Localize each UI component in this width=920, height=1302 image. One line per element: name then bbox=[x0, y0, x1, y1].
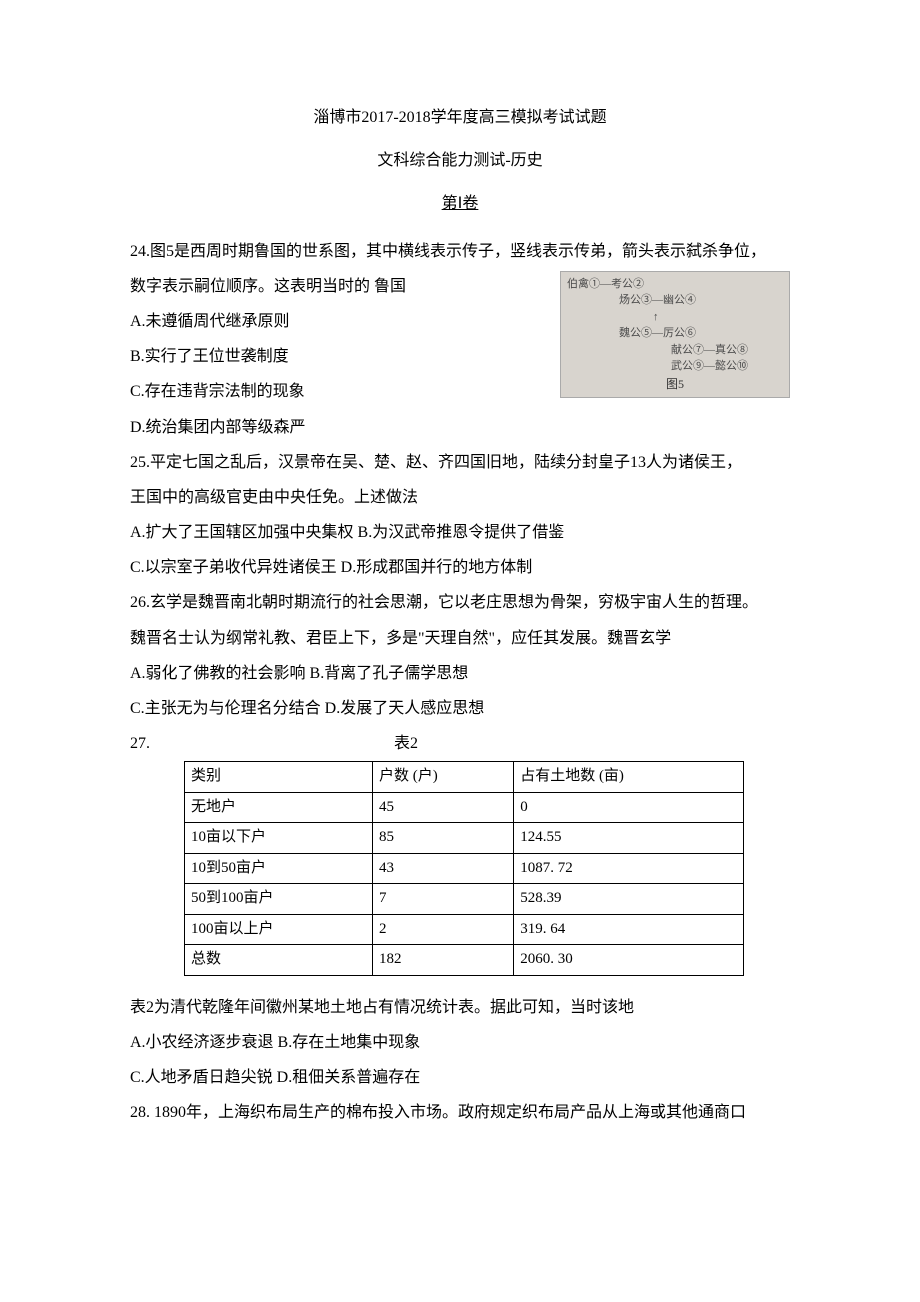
q25-stem-2: 王国中的高级官吏由中央任免。上述做法 bbox=[130, 480, 790, 515]
cell: 319. 64 bbox=[514, 914, 744, 945]
q24-stem-1: 24.图5是西周时期鲁国的世系图，其中横线表示传子，竖线表示传弟，箭头表示弑杀争… bbox=[130, 234, 790, 269]
fig5-row2: 炀公③—幽公④ bbox=[567, 292, 783, 309]
cell: 0 bbox=[514, 792, 744, 823]
cell: 182 bbox=[372, 945, 513, 976]
table-row: 10亩以下户 85 124.55 bbox=[185, 823, 744, 854]
q27-label-row: 27. 表2 bbox=[130, 726, 790, 761]
q26-stem-1: 26.玄学是魏晋南北朝时期流行的社会思潮，它以老庄思想为骨架，穷极宇宙人生的哲理… bbox=[130, 585, 790, 620]
fig5-row4: 献公⑦—真公⑧ bbox=[567, 342, 783, 359]
cell: 124.55 bbox=[514, 823, 744, 854]
q25-stem-1: 25.平定七国之乱后，汉景帝在吴、楚、赵、齐四国旧地，陆续分封皇子13人为诸侯王… bbox=[130, 445, 790, 480]
question-27: 27. 表2 类别 户数 (户) 占有土地数 (亩) 无地户 45 0 10亩以… bbox=[130, 726, 790, 1095]
table-row: 100亩以上户 2 319. 64 bbox=[185, 914, 744, 945]
q27-options-ab: A.小农经济逐步衰退 B.存在土地集中现象 bbox=[130, 1025, 790, 1060]
q26-options-cd: C.主张无为与伦理名分结合 D.发展了天人感应思想 bbox=[130, 691, 790, 726]
question-24: 24.图5是西周时期鲁国的世系图，其中横线表示传子，竖线表示传弟，箭头表示弑杀争… bbox=[130, 234, 790, 445]
q27-caption: 表2为清代乾隆年间徽州某地土地占有情况统计表。据此可知，当时该地 bbox=[130, 990, 790, 1025]
cell: 1087. 72 bbox=[514, 853, 744, 884]
cell: 总数 bbox=[185, 945, 373, 976]
cell: 50到100亩户 bbox=[185, 884, 373, 915]
question-26: 26.玄学是魏晋南北朝时期流行的社会思潮，它以老庄思想为骨架，穷极宇宙人生的哲理… bbox=[130, 585, 790, 726]
col-land-area: 占有土地数 (亩) bbox=[514, 762, 744, 793]
q28-stem: 28. 1890年，上海织布局生产的棉布投入市场。政府规定织布局产品从上海或其他… bbox=[130, 1095, 790, 1130]
table-row-total: 总数 182 2060. 30 bbox=[185, 945, 744, 976]
table-2-land-ownership: 类别 户数 (户) 占有土地数 (亩) 无地户 45 0 10亩以下户 85 1… bbox=[184, 761, 744, 976]
q27-options-cd: C.人地矛盾日趋尖锐 D.租佃关系普遍存在 bbox=[130, 1060, 790, 1095]
table-2-label: 表2 bbox=[394, 726, 418, 761]
q26-options-ab: A.弱化了佛教的社会影响 B.背离了孔子儒学思想 bbox=[130, 656, 790, 691]
fig5-arrow: ↑ bbox=[567, 309, 783, 326]
cell: 43 bbox=[372, 853, 513, 884]
figure-5-caption: 图5 bbox=[567, 375, 783, 393]
question-28: 28. 1890年，上海织布局生产的棉布投入市场。政府规定织布局产品从上海或其他… bbox=[130, 1095, 790, 1130]
cell: 528.39 bbox=[514, 884, 744, 915]
q26-stem-2: 魏晋名士认为纲常礼教、君臣上下，多是"天理自然"，应任其发展。魏晋玄学 bbox=[130, 621, 790, 656]
figure-5-lineage-diagram: 伯禽①—考公② 炀公③—幽公④ ↑ 魏公⑤—厉公⑥ 献公⑦—真公⑧ 武公⑨—懿公… bbox=[560, 271, 790, 398]
col-households: 户数 (户) bbox=[372, 762, 513, 793]
question-25: 25.平定七国之乱后，汉景帝在吴、楚、赵、齐四国旧地，陆续分封皇子13人为诸侯王… bbox=[130, 445, 790, 586]
fig5-row1: 伯禽①—考公② bbox=[567, 276, 783, 293]
cell: 10到50亩户 bbox=[185, 853, 373, 884]
q25-options-ab: A.扩大了王国辖区加强中央集权 B.为汉武帝推恩令提供了借鉴 bbox=[130, 515, 790, 550]
table-row: 50到100亩户 7 528.39 bbox=[185, 884, 744, 915]
exam-title-line1: 淄博市2017-2018学年度高三模拟考试试题 bbox=[130, 100, 790, 135]
exam-title-line2: 文科综合能力测试-历史 bbox=[130, 143, 790, 178]
cell: 100亩以上户 bbox=[185, 914, 373, 945]
col-category: 类别 bbox=[185, 762, 373, 793]
cell: 无地户 bbox=[185, 792, 373, 823]
fig5-row3: 魏公⑤—厉公⑥ bbox=[567, 325, 783, 342]
section-heading: 第Ⅰ卷 bbox=[130, 186, 790, 221]
cell: 2 bbox=[372, 914, 513, 945]
cell: 85 bbox=[372, 823, 513, 854]
q24-option-d: D.统治集团内部等级森严 bbox=[130, 410, 790, 445]
table-header-row: 类别 户数 (户) 占有土地数 (亩) bbox=[185, 762, 744, 793]
cell: 7 bbox=[372, 884, 513, 915]
q27-number: 27. bbox=[130, 735, 150, 752]
cell: 10亩以下户 bbox=[185, 823, 373, 854]
table-row: 无地户 45 0 bbox=[185, 792, 744, 823]
table-row: 10到50亩户 43 1087. 72 bbox=[185, 853, 744, 884]
q25-options-cd: C.以宗室子弟收代异姓诸侯王 D.形成郡国并行的地方体制 bbox=[130, 550, 790, 585]
cell: 2060. 30 bbox=[514, 945, 744, 976]
fig5-row5: 武公⑨—懿公⑩ bbox=[567, 358, 783, 375]
cell: 45 bbox=[372, 792, 513, 823]
